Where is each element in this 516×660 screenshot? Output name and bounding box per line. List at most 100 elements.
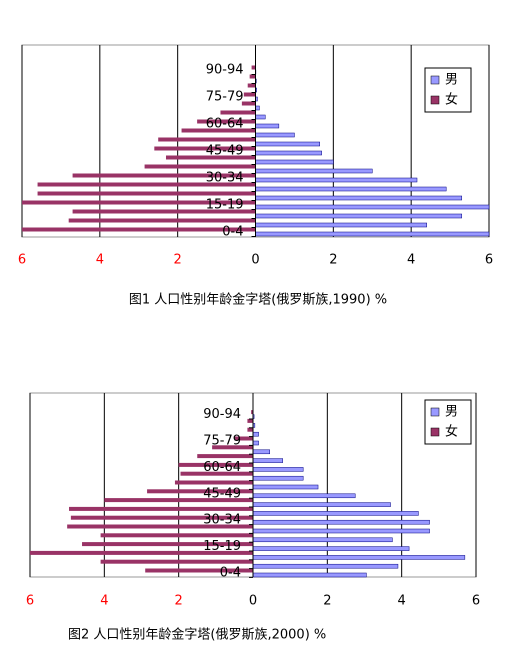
bar: [197, 119, 256, 124]
bar: [252, 511, 419, 516]
chart-title: 图1 人口性别年龄金字塔(俄罗斯族,1990) %: [129, 292, 387, 308]
bar: [255, 222, 427, 228]
bar: [178, 462, 253, 467]
bar: [255, 159, 334, 165]
bar: [255, 177, 418, 183]
bar: [72, 173, 256, 178]
x-tick-label: 2: [174, 253, 182, 268]
bar: [255, 105, 260, 111]
bar: [104, 498, 253, 503]
bar: [255, 123, 280, 129]
bar: [181, 128, 256, 133]
x-tick-label: 4: [398, 594, 406, 609]
x-tick-label: 2: [175, 594, 183, 609]
y-tick-label: 90-94: [206, 63, 244, 78]
y-tick-label: 30-34: [203, 513, 241, 528]
x-tick-label: 4: [407, 253, 415, 268]
bar: [255, 150, 322, 156]
bar: [154, 146, 256, 151]
x-tick-label: 6: [26, 594, 34, 609]
y-tick-label: 45-49: [203, 486, 241, 501]
bar: [252, 555, 466, 560]
bar: [251, 410, 253, 415]
bar: [70, 515, 253, 520]
bar: [252, 440, 259, 446]
bar: [252, 502, 391, 507]
y-tick-label: 60-64: [206, 117, 244, 132]
bar: [255, 213, 463, 219]
chart-title: 图2 人口性别年龄金字塔(俄罗斯族,2000) %: [68, 627, 326, 643]
bar: [37, 182, 256, 187]
x-tick-label: 0: [251, 253, 259, 268]
bar: [255, 195, 463, 201]
y-tick-label: 15-19: [203, 539, 241, 554]
x-tick-label: 2: [329, 253, 337, 268]
bar: [144, 164, 256, 169]
y-tick-label: 0-4: [220, 566, 241, 581]
bar: [252, 519, 430, 525]
legend-box: [424, 399, 472, 445]
bar: [212, 445, 253, 450]
x-tick-label: 6: [18, 253, 26, 268]
bar: [252, 431, 259, 437]
bar: [158, 137, 256, 142]
legend-label: 男: [445, 73, 458, 88]
bar: [255, 141, 320, 147]
bar: [255, 204, 490, 210]
bar: [69, 506, 254, 511]
legend-label: 男: [445, 405, 458, 420]
y-tick-label: 0-4: [222, 225, 243, 240]
bar: [249, 74, 256, 79]
y-tick-label: 60-64: [203, 460, 241, 475]
legend-swatch: [430, 407, 440, 417]
bar: [37, 191, 256, 196]
bar: [72, 209, 256, 214]
x-tick-label: 4: [100, 594, 108, 609]
bar: [252, 546, 410, 551]
bar: [255, 114, 266, 120]
bar: [255, 132, 295, 138]
bar: [68, 218, 256, 223]
bar: [247, 83, 256, 88]
bar: [252, 528, 430, 534]
bar: [252, 493, 356, 499]
bar: [252, 475, 304, 481]
bar: [255, 186, 447, 192]
x-tick-label: 6: [472, 594, 480, 609]
bar: [147, 489, 253, 494]
y-tick-label: 45-49: [206, 144, 244, 159]
bar: [165, 155, 256, 160]
bar: [252, 467, 304, 472]
bar: [220, 110, 256, 115]
bar: [255, 168, 373, 174]
bar: [100, 533, 253, 538]
y-tick-label: 90-94: [203, 407, 241, 422]
legend-label: 女: [445, 92, 458, 108]
legend-swatch: [430, 427, 440, 437]
bar: [30, 550, 253, 555]
bar: [251, 65, 256, 70]
x-tick-label: 0: [249, 594, 257, 609]
y-tick-label: 75-79: [206, 90, 244, 105]
bar: [252, 563, 399, 569]
bar: [67, 524, 254, 529]
legend-label: 女: [445, 424, 458, 440]
bar: [174, 480, 253, 485]
x-tick-label: 2: [323, 594, 331, 609]
bar: [22, 200, 256, 205]
bar: [100, 559, 253, 564]
y-tick-label: 30-34: [206, 171, 244, 186]
bar: [252, 537, 393, 543]
legend-swatch: [430, 95, 440, 105]
bar: [252, 484, 319, 490]
bar: [197, 454, 253, 459]
bar: [82, 542, 254, 547]
bar: [22, 227, 256, 232]
legend-box: [424, 67, 472, 113]
bar: [252, 449, 270, 455]
bar: [241, 101, 256, 106]
legend-swatch: [430, 75, 440, 85]
bar: [252, 572, 367, 578]
bar: [247, 427, 253, 432]
